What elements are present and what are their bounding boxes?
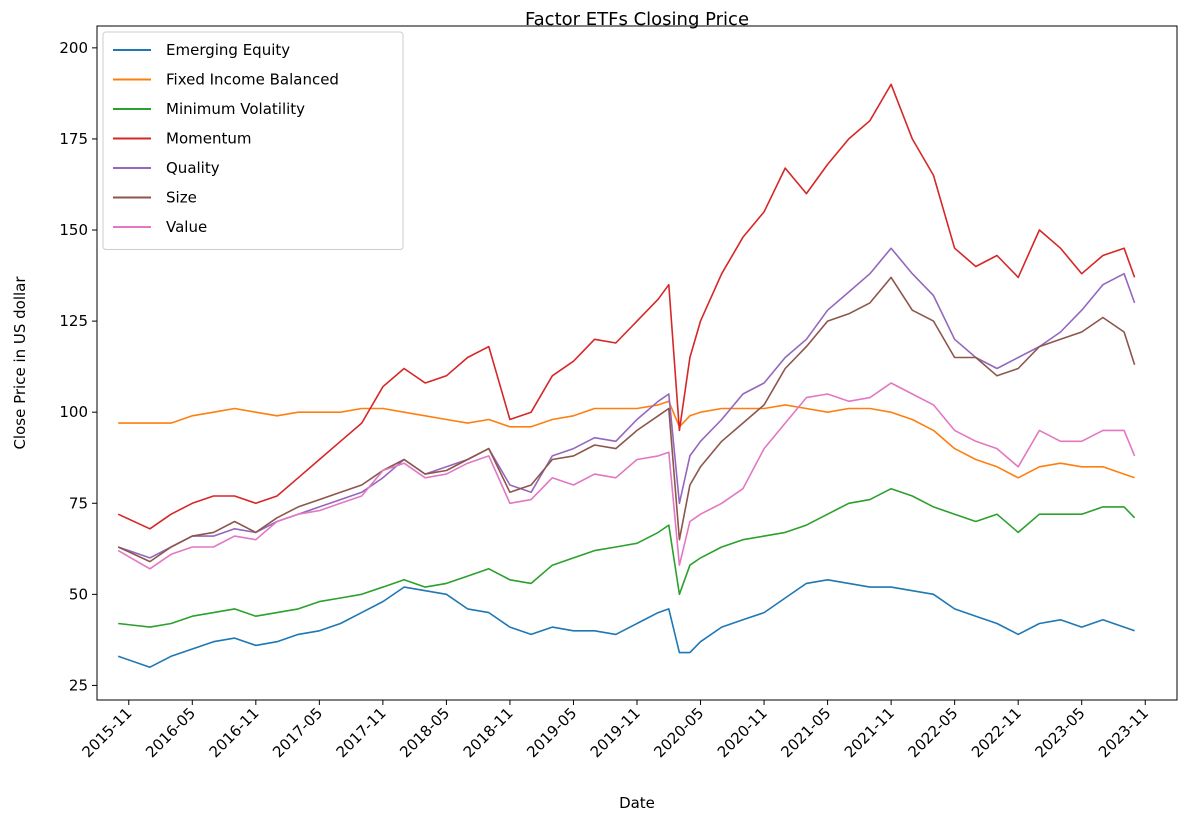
y-tick-label: 50 bbox=[69, 585, 88, 603]
x-axis-label: Date bbox=[619, 794, 655, 812]
y-tick-label: 175 bbox=[59, 130, 88, 148]
y-axis-label: Close Price in US dollar bbox=[11, 276, 29, 450]
legend-label: Minimum Volatility bbox=[166, 100, 305, 118]
legend-label: Value bbox=[166, 218, 207, 236]
y-tick-label: 150 bbox=[59, 221, 88, 239]
series-line bbox=[117, 579, 1135, 668]
series-line bbox=[118, 400, 1135, 479]
series-line bbox=[117, 247, 1136, 559]
legend-box bbox=[102, 31, 404, 250]
y-tick-label: 100 bbox=[59, 403, 88, 421]
legend-label: Size bbox=[166, 189, 197, 207]
legend-label: Momentum bbox=[166, 130, 251, 148]
y-tick-label: 125 bbox=[59, 312, 88, 330]
legend-label: Quality bbox=[166, 159, 220, 177]
plot-area bbox=[117, 83, 1136, 668]
chart-title: Factor ETFs Closing Price bbox=[525, 9, 749, 30]
series-line bbox=[118, 487, 1136, 628]
y-tick-label: 75 bbox=[69, 494, 88, 512]
legend-label: Emerging Equity bbox=[166, 41, 290, 59]
y-tick-label: 200 bbox=[59, 39, 88, 57]
legend-label: Fixed Income Balanced bbox=[166, 71, 339, 89]
series-line bbox=[117, 276, 1136, 563]
series-line bbox=[117, 83, 1136, 530]
y-tick-label: 25 bbox=[69, 676, 88, 694]
series-line bbox=[117, 382, 1136, 570]
